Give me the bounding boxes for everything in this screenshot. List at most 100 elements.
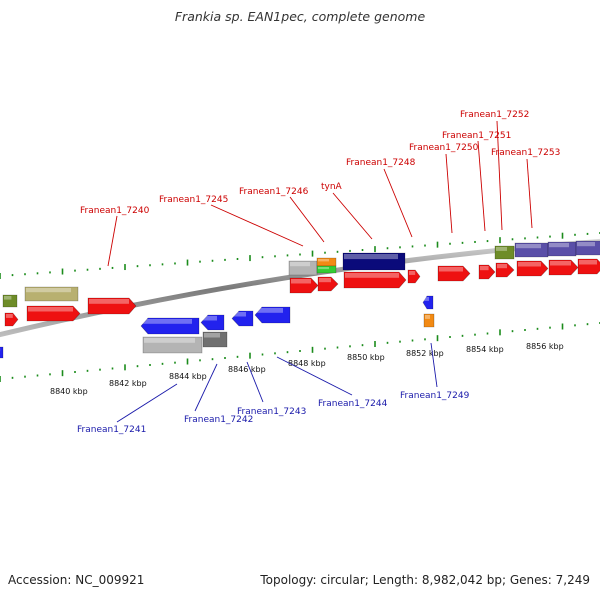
topology-label: Topology: circular; Length: 8,982,042 bp… [260,573,590,587]
forward-gene-label: Franean1_7253 [491,148,560,158]
forward-leader-line [445,153,453,234]
forward-gene-label: Franean1_7246 [239,187,309,197]
gene-darkgrey-box-body [202,331,228,348]
gene-reverse-arrow-shine [142,319,192,324]
gene-reverse-arrow-body [140,317,200,335]
kbp-label: 8848 kbp [288,359,326,368]
gene-olive-box [2,294,18,308]
gene-orange-box-shine [318,259,329,262]
gene-forward-arrow [87,297,137,315]
gene-features [0,240,600,359]
gene-forward-arrow [437,265,471,282]
gene-forward-arrow [343,271,407,289]
gene-navy-box-body [342,252,406,271]
forward-gene-label: Franean1_7252 [460,110,529,120]
forward-leader-line [332,192,373,240]
gene-grey-box-2-shine [144,338,195,343]
forward-gene-label: tynA [321,182,343,192]
gene-forward-arrow-shine [28,307,73,312]
gene-forward-arrow-body [343,271,407,289]
gene-purple-box-2 [547,241,577,257]
kbp-label: 8856 kbp [526,342,564,351]
gene-reverse-arrow-body [254,306,291,324]
gene-orange-box-2-body [423,313,435,328]
gene-olive-box-2-body [494,245,515,260]
forward-gene-label: Franean1_7245 [159,195,228,205]
gene-purple-box-shine [516,244,541,249]
kbp-label: 8854 kbp [466,345,504,354]
gene-navy-box [342,252,406,271]
gene-forward-arrow [478,264,496,280]
gene-reverse-arrow [422,295,434,310]
gene-orange-box-2-shine [425,315,430,319]
forward-leader-line [526,158,533,229]
gene-forward-arrow-body [4,312,19,327]
reverse-gene-label: Franean1_7249 [400,391,470,401]
gene-reverse-arrow [200,314,225,331]
gene-reverse-arrow-shine [233,312,246,317]
kbp-label: 8850 kbp [347,353,385,362]
gene-purple-box-3 [575,240,600,256]
gene-reverse-arrow [231,310,254,327]
gene-purple-box [514,242,549,258]
kbp-label: 8852 kbp [406,349,444,358]
gene-forward-arrow-body [289,277,319,294]
forward-gene-label: Franean1_7250 [409,143,479,153]
gene-forward-arrow-shine [550,261,571,266]
kbp-label: 8844 kbp [169,372,207,381]
kbp-label: 8846 kbp [228,365,266,374]
gene-grey-box-2 [142,336,203,354]
gene-grey-box-body [288,260,318,276]
gene-forward-arrow-shine [291,279,311,284]
gene-reverse-arrow [254,306,291,324]
gene-reverse-arrow-body [231,310,254,327]
gene-forward-arrow-shine [579,260,597,265]
gene-reverse-arrow [0,346,4,359]
gene-forward-arrow-body [87,297,137,315]
gene-reverse-arrow-body [200,314,225,331]
forward-gene-label: Franean1_7251 [442,131,511,141]
gene-khaki-box-shine [26,288,71,293]
gene-forward-arrow-body [407,269,421,284]
forward-gene-label: Franean1_7240 [80,206,150,216]
gene-forward-arrow [516,260,549,277]
gene-purple-box-3-shine [577,242,595,247]
gene-green-box-shine [318,267,329,270]
gene-forward-arrow [26,305,81,322]
gene-green-box [316,265,337,274]
gene-olive-box-body [2,294,18,308]
gene-purple-box-2-body [547,241,577,257]
forward-leader-line [477,140,486,232]
reverse-leader-line [246,361,264,403]
gene-forward-arrow-body [495,262,515,278]
reverse-leader-line [430,342,438,388]
gene-forward-arrow-body [516,260,549,277]
reverse-leader-line [194,363,218,412]
gene-purple-box-body [514,242,549,258]
gene-orange-box-2 [423,313,435,328]
gene-darkgrey-box [202,331,228,348]
gene-forward-arrow-body [548,259,579,276]
gene-reverse-arrow-shine [256,308,283,313]
forward-leader-line [210,204,304,247]
gene-olive-box-shine [4,296,12,300]
forward-gene-label: Franean1_7248 [346,158,416,168]
gene-forward-arrow-shine [497,264,507,269]
reverse-gene-label: Franean1_7241 [77,425,146,435]
reverse-gene-label: Franean1_7242 [184,415,253,425]
gene-forward-arrow [317,276,339,292]
gene-forward-arrow [407,269,421,284]
gene-reverse-arrow [140,317,200,335]
gene-forward-arrow-body [437,265,471,282]
gene-purple-box-2-shine [549,243,569,248]
forward-leader-line [107,215,118,267]
gene-forward-arrow-shine [439,267,463,272]
kbp-label: 8840 kbp [50,387,88,396]
gene-reverse-arrow-shine [424,297,429,301]
gene-forward-arrow-shine [518,262,541,267]
gene-orange-box [316,257,337,267]
gene-forward-arrow [4,312,19,327]
reverse-leader-line [116,383,178,423]
forward-leader-line [289,196,325,243]
gene-labels: Franean1_7240 Franean1_7245 Franean1_7246 t… [77,110,560,435]
